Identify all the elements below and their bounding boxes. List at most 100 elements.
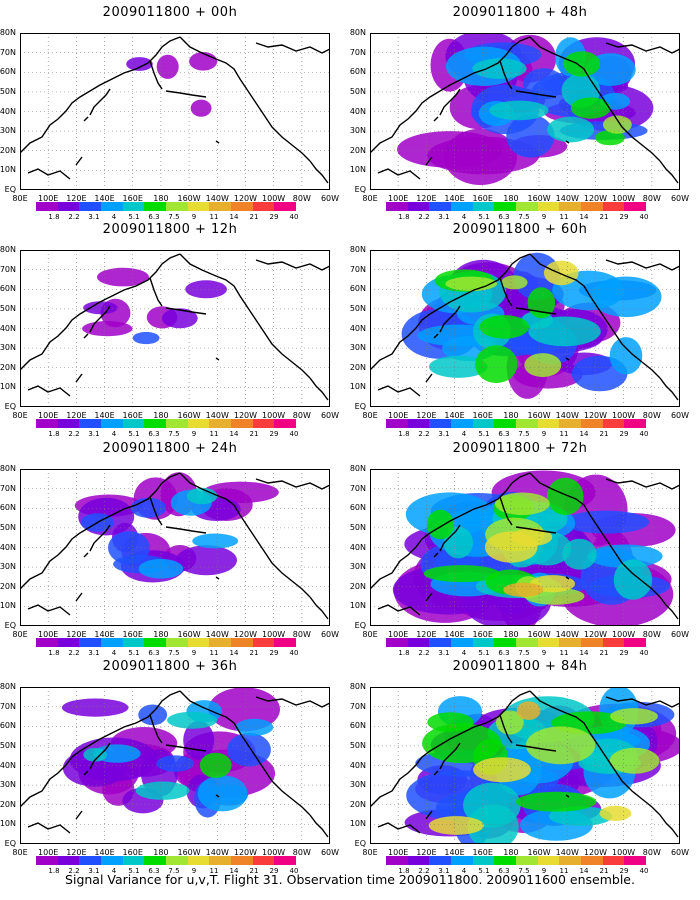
colorbar-level-label: 7.5 [518,213,530,221]
panel-title: 2009011800 + 12h [102,222,238,237]
coastline [83,552,89,558]
colorbar-level-label: 14 [579,213,589,221]
latitude-label: 50N [0,303,16,313]
colorbar-level-label: 14 [579,867,589,875]
colorbar-swatch [79,202,102,211]
variance-contour [472,58,527,79]
variance-contour [501,275,528,290]
colorbar-swatch [36,638,58,647]
longitude-label: 120E [66,411,87,420]
longitude-label: 80W [642,194,661,203]
colorbar-swatch [166,202,188,211]
variance-contour [563,51,601,77]
map-canvas [370,250,680,407]
longitude-label: 140W [555,848,579,857]
colorbar-swatch [274,638,297,647]
colorbar-level-label: 11 [209,213,219,221]
colorbar-swatch [559,638,582,647]
map-canvas [370,687,680,844]
longitude-label: 140E [444,411,465,420]
colorbar-swatch [79,638,102,647]
colorbar-swatch [209,856,232,865]
coastline [215,794,220,798]
panel-title: 2009011800 + 48h [452,5,588,20]
colorbar-swatch [472,638,495,647]
colorbar-level-label: 40 [289,213,299,221]
colorbar [386,419,647,428]
colorbar-swatch [36,856,58,865]
coastline [255,696,330,708]
longitude-label: 100E [38,411,59,420]
colorbar-level-label: 14 [579,430,589,438]
variance-contour [610,708,658,725]
latitude-label: 40N [0,542,16,552]
map-canvas [20,469,330,626]
longitude-label: 160E [472,411,493,420]
colorbar-level-label: 2.2 [418,649,430,657]
variance-contour [429,355,488,378]
panel-title: 2009011800 + 60h [452,222,588,237]
longitude-label: 140W [555,411,579,420]
variance-contour [426,509,454,540]
coastline [499,714,513,744]
colorbar-swatch [494,638,517,647]
latitude-label: EQ [354,185,366,194]
latitude-label: 40N [0,760,16,770]
latitude-label: 70N [349,483,366,493]
longitude-label: 180 [503,848,519,857]
colorbar-swatch [451,419,473,428]
coastline [659,160,679,184]
colorbar-level-label: 6.3 [148,430,160,438]
latitude-label: 20N [0,145,16,155]
latitude-label: 70N [0,47,16,57]
colorbar-level-label: 1.8 [48,430,60,438]
latitude-label: 30N [349,126,366,136]
coastline [149,60,163,90]
longitude-label: 180 [503,194,519,203]
variance-contour [138,704,168,726]
colorbar-level-label: 5.1 [128,867,140,875]
longitude-label: 140W [205,411,229,420]
colorbar-swatch [537,856,560,865]
colorbar-swatch [429,638,452,647]
longitude-label: 120W [233,411,258,420]
longitude-label: 160E [122,848,143,857]
latitude-label: EQ [354,402,366,411]
latitude-label: EQ [4,185,16,194]
colorbar-swatch [252,638,275,647]
longitude-label: 80E [12,411,28,420]
coastline [605,259,680,271]
colorbar-labels: 1.8 2.2 3.1 4 5.1 6.3 7.5 9 11 14 21 29 40 [36,867,298,876]
longitude-label: 160E [122,630,143,639]
variance-contour [489,100,549,121]
coastline [20,472,181,590]
longitude-label: 180 [153,194,169,203]
colorbar-level-label: 29 [619,213,629,221]
colorbar-labels: 1.8 2.2 3.1 4 5.1 6.3 7.5 9 11 14 21 29 40 [386,649,648,658]
variance-contour [156,54,179,79]
colorbar-level-label: 1.8 [398,213,410,221]
colorbar-swatch [122,202,145,211]
map-plot: 80N 70N 60N 50N 40N 30N 20N 10N EQ [0,465,330,630]
map-plot: 80N 70N 60N 50N 40N 30N 20N 10N EQ [0,683,330,848]
coastline [27,168,71,180]
map-frame [370,469,680,626]
latitude-label: 50N [349,86,366,96]
longitude-label: 160W [177,194,201,203]
longitude-label: 180 [503,630,519,639]
colorbar-level-label: 2.2 [418,867,430,875]
latitude-label: 20N [349,362,366,372]
colorbar-level-label: 2.2 [68,213,80,221]
colorbar-level-label: 29 [619,649,629,657]
panel-title: 2009011800 + 36h [102,659,238,674]
colorbar-swatch [429,856,452,865]
variance-contour [138,559,184,579]
variance-contour [547,116,595,143]
colorbar-swatch [602,202,625,211]
colorbar-swatch [451,856,473,865]
colorbar-level-label: 14 [229,867,239,875]
colorbar-swatch [57,419,80,428]
latitude-label: EQ [4,839,16,848]
coastline [20,36,181,154]
coastline [75,373,83,383]
